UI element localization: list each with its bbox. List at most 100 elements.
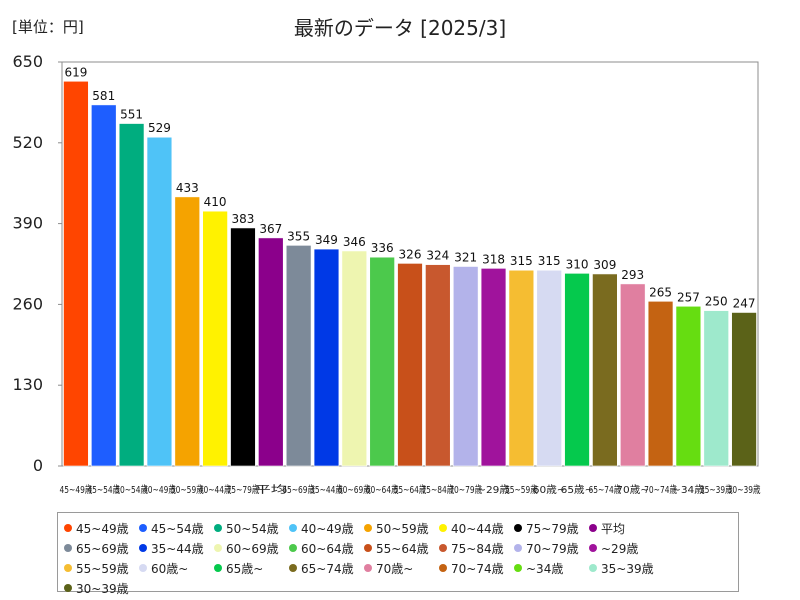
legend-item: 65~74歳 [289, 558, 364, 578]
bar [425, 264, 451, 467]
bar [258, 237, 284, 467]
x-tick-label: 35~44歳 [310, 484, 343, 496]
x-tick-label: 40~49歳 [143, 484, 176, 496]
data-label: 346 [343, 235, 366, 249]
data-label: 309 [593, 258, 616, 272]
legend-label: 70~79歳 [526, 541, 579, 556]
bar [564, 273, 590, 467]
x-tick-label: 75~79歳 [227, 484, 260, 496]
legend-label: 45~49歳 [76, 521, 129, 536]
legend-label: 70歳~ [376, 561, 414, 576]
bar [118, 123, 145, 467]
bar [480, 268, 507, 467]
legend-item: 平均 [589, 518, 664, 538]
x-tick-label: 30~39歳 [728, 484, 761, 496]
x-tick-label: 70~74歳 [644, 484, 677, 496]
legend-swatch [514, 524, 522, 532]
bar [313, 248, 340, 467]
bar [619, 283, 646, 467]
legend-item: 40~44歳 [439, 518, 514, 538]
data-label: 310 [566, 257, 589, 271]
legend-item: 50~54歳 [214, 518, 289, 538]
legend-swatch [289, 524, 297, 532]
legend-swatch [214, 544, 222, 552]
bar [731, 312, 757, 467]
data-label: 257 [677, 290, 700, 304]
data-label: 326 [399, 247, 422, 261]
data-label: 355 [287, 229, 310, 243]
bar [508, 269, 535, 467]
x-tick-label: 55~59歳 [505, 484, 538, 496]
x-tick-label: 65~74歳 [588, 484, 621, 496]
legend-item: 45~49歳 [64, 518, 139, 538]
legend-label: 60~64歳 [301, 541, 354, 556]
x-tick-label: 60~64歳 [366, 484, 399, 496]
legend-item: 75~79歳 [514, 518, 589, 538]
legend-label: 35~39歳 [601, 561, 654, 576]
bar [63, 80, 89, 467]
data-label: 581 [92, 89, 115, 103]
data-label: 349 [315, 233, 338, 247]
legend-label: 70~74歳 [451, 561, 504, 576]
legend-item: ~34歳 [514, 558, 589, 578]
bar [703, 310, 729, 467]
chart-title: 最新のデータ [2025/3] [293, 16, 507, 40]
bar [452, 266, 479, 467]
legend-item: 45~54歳 [139, 518, 214, 538]
y-tick-label: 130 [12, 375, 43, 394]
legend-label: 55~64歳 [376, 541, 429, 556]
legend-item: 35~39歳 [589, 558, 664, 578]
data-label: 410 [204, 195, 227, 209]
legend-label: 50~59歳 [376, 521, 429, 536]
data-label: 336 [371, 241, 394, 255]
legend-label: 65歳~ [226, 561, 264, 576]
legend-swatch [139, 524, 147, 532]
x-tick-label: 60~69歳 [338, 484, 371, 496]
bar [91, 104, 117, 467]
x-tick-label: 45~54歳 [87, 484, 120, 496]
legend-item: 55~59歳 [64, 558, 139, 578]
legend-item: 60歳~ [139, 558, 214, 578]
data-label: 265 [649, 285, 672, 299]
x-tick-label: 50~59歳 [171, 484, 204, 496]
legend-label: 65~69歳 [76, 541, 129, 556]
legend-item: 65歳~ [214, 558, 289, 578]
bar [285, 245, 312, 467]
legend-swatch [64, 584, 72, 592]
data-label: 367 [259, 222, 282, 236]
data-label: 433 [176, 181, 199, 195]
bar [174, 196, 201, 467]
data-label: 551 [120, 108, 143, 122]
x-tick-label: 70歳~ [616, 484, 649, 496]
bar [536, 269, 562, 467]
legend-swatch [214, 564, 222, 572]
legend-label: 60歳~ [151, 561, 189, 576]
data-label: 324 [426, 249, 449, 263]
x-tick-label: 40~44歳 [199, 484, 232, 496]
legend-label: 平均 [601, 521, 626, 536]
legend-label: 40~49歳 [301, 521, 354, 536]
legend-swatch [289, 564, 297, 572]
legend-swatch [64, 544, 72, 552]
data-label: 318 [482, 252, 505, 266]
legend-item: 70~79歳 [514, 538, 589, 558]
data-label: 250 [705, 295, 728, 309]
legend-item: 35~44歳 [139, 538, 214, 558]
x-tick-label: 65~69歳 [282, 484, 315, 496]
legend-item: 70~74歳 [439, 558, 514, 578]
legend-label: 75~79歳 [526, 521, 579, 536]
legend-swatch [64, 524, 72, 532]
legend-item: 55~64歳 [364, 538, 439, 558]
legend-swatch [439, 564, 447, 572]
legend-label: 55~59歳 [76, 561, 129, 576]
legend-swatch [139, 564, 147, 572]
data-label: 529 [148, 121, 171, 135]
bar [146, 136, 173, 467]
legend-item: 50~59歳 [364, 518, 439, 538]
x-tick-label: 70~79歳 [449, 484, 482, 496]
legend-item: 70歳~ [364, 558, 439, 578]
legend-item: 75~84歳 [439, 538, 514, 558]
legend-item: ~29歳 [589, 538, 664, 558]
legend-label: 50~54歳 [226, 521, 279, 536]
legend-swatch [589, 544, 597, 552]
